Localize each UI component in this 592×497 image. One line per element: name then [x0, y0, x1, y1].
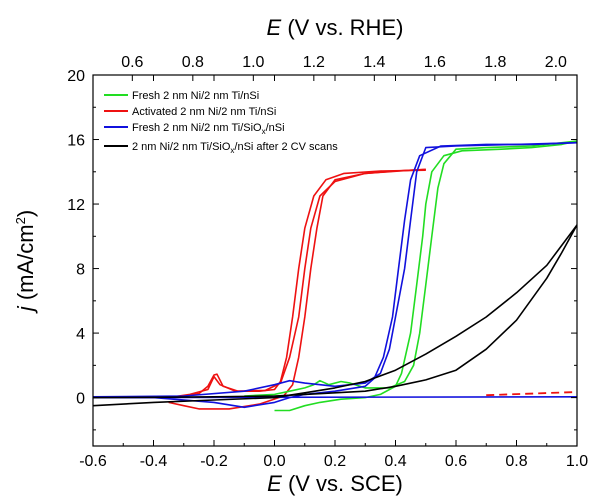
x2-tick-label: 2.0 [545, 54, 567, 71]
x2-tick-label: 1.0 [242, 54, 264, 71]
y-tick-label: 16 [67, 133, 85, 150]
y-axis-title-close: ) [13, 210, 38, 217]
x-tick-label: 0.6 [445, 453, 467, 470]
y-tick-label: 20 [67, 68, 85, 85]
x-tick-label: 0.4 [384, 453, 406, 470]
y-axis-title-text: (mA/cm [13, 224, 38, 306]
series-1-line-0 [274, 140, 577, 412]
x2-axis-title-symbol: E [267, 15, 282, 40]
x-tick-label: 0.2 [324, 453, 346, 470]
y-tick-label: 4 [76, 326, 85, 343]
series-2-line-1 [93, 141, 577, 398]
x-axis-title-text: (V vs. SCE) [282, 471, 403, 496]
x-tick-label: -0.6 [79, 453, 107, 470]
series-0-line-2 [168, 168, 426, 399]
x2-tick-label: 1.8 [484, 54, 506, 71]
series-3-line-0 [93, 224, 577, 407]
y-axis-title-symbol: j [13, 305, 38, 314]
series-layer [93, 140, 577, 412]
x-tick-label: -0.4 [140, 453, 168, 470]
y-axis-title: j (mA/cm2) [13, 210, 38, 314]
legend-label-1: Activated 2 nm Ni/2 nm Ti/nSi [132, 106, 276, 118]
x2-tick-label: 0.6 [121, 54, 143, 71]
x2-axis-title-text: (V vs. RHE) [281, 15, 403, 40]
y-tick-label: 8 [76, 262, 85, 279]
x2-tick-label: 0.8 [182, 54, 204, 71]
x-tick-label: 0.8 [505, 453, 527, 470]
x-tick-label: -0.2 [200, 453, 228, 470]
x2-tick-label: 1.4 [363, 54, 385, 71]
series-3-line-1 [93, 224, 577, 399]
legend: Fresh 2 nm Ni/2 nm Ti/nSi Activated 2 nm … [104, 90, 338, 155]
x2-axis-title: E (V vs. RHE) [267, 15, 404, 40]
y-tick-label: 12 [67, 197, 85, 214]
x-axis-title: E (V vs. SCE) [267, 471, 403, 496]
y-tick-label: 0 [76, 391, 85, 408]
series-0-line-1 [168, 168, 426, 410]
x-tick-label: 1.0 [566, 453, 588, 470]
y-axis-title-sup: 2 [13, 217, 28, 224]
series-1-line-1 [244, 140, 577, 397]
legend-label-3: 2 nm Ni/2 nm Ti/SiOx/nSi after 2 CV scan… [132, 141, 338, 155]
x-tick-label: 0.0 [263, 453, 285, 470]
x2-tick-label: 1.2 [303, 54, 325, 71]
x2-tick-label: 1.6 [424, 54, 446, 71]
x-axis-title-symbol: E [267, 471, 282, 496]
legend-label-0: Fresh 2 nm Ni/2 nm Ti/nSi [132, 90, 259, 102]
series-0-line-0 [93, 169, 426, 399]
axes-layer: -0.6 -0.4 -0.2 0.0 0.2 0.4 0.6 0.8 1.0 0.6 0.8 1.0 1… [13, 15, 588, 496]
series-0-dashed [486, 391, 577, 397]
legend-label-2: Fresh 2 nm Ni/2 nm Ti/SiOx/nSi [132, 122, 285, 136]
